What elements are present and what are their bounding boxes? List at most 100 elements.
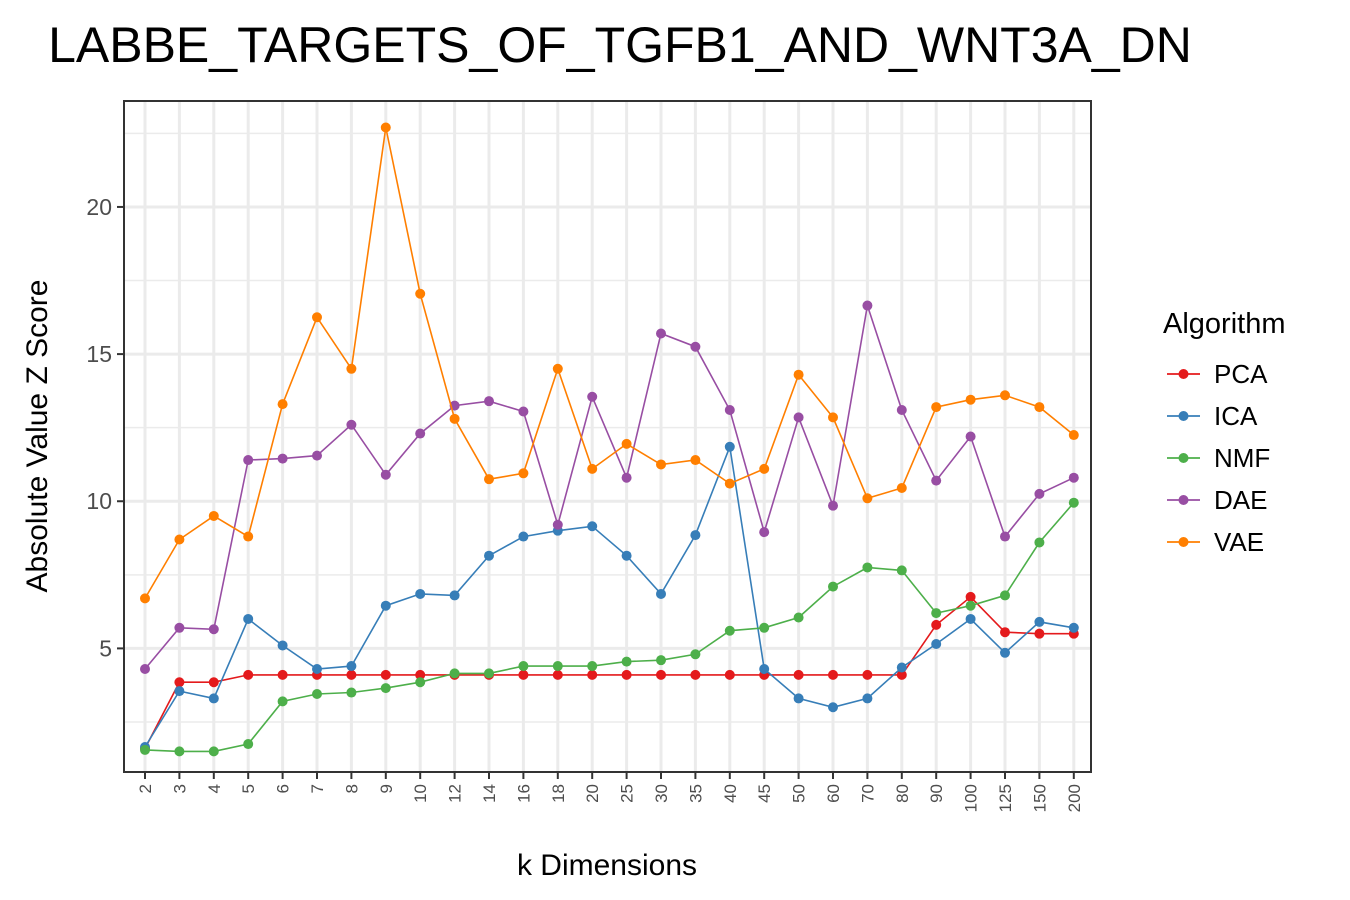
nmf-point [277,696,288,707]
legend-label: PCA [1214,359,1268,389]
ica-point [346,661,357,672]
vae-point [484,474,494,485]
x-tick-label: 2 [136,784,155,793]
y-tick-label: 10 [86,488,112,514]
ica-line [144,443,1074,748]
y-tick-label: 20 [86,194,112,220]
grid [124,101,1091,772]
pca-point [793,669,804,680]
nmf-point [931,608,942,619]
x-tick-label: 70 [858,784,877,803]
x-tick-label: 125 [996,784,1015,812]
vae-point [415,288,426,299]
vae-point [965,394,976,405]
nmf-point [793,612,804,623]
y-tick-label: 5 [99,635,112,661]
ica-point [759,663,770,674]
nmf-point [724,625,735,636]
pca-point [931,619,942,630]
x-axis: 2 3 4 5 6 7 8 9 10 12 14 16 18 20 25 30 35 40 45 50 60 70 80 90… [136,772,1084,812]
vae-point [896,483,907,494]
ica-point [484,550,494,561]
x-tick-label: 6 [274,784,293,793]
pca-point [552,669,563,680]
nmf-point [449,668,460,679]
ica-point [277,640,288,651]
x-tick-label: 14 [480,784,499,803]
nmf-point [862,562,873,573]
series-ica [140,441,1079,752]
vae-point [449,413,460,424]
x-tick-label: 5 [239,784,258,793]
x-axis-title: k Dimensions [517,849,697,882]
pca-point [862,669,873,680]
pca-point [415,669,426,680]
ica-point [690,530,701,541]
dae-point [277,453,288,464]
dae-point [828,500,838,511]
vae-point [1068,430,1079,441]
nmf-point [828,581,838,592]
x-tick-label: 20 [583,784,602,803]
x-tick-label: 90 [927,784,946,803]
nmf-point [587,661,598,672]
nmf-point [759,622,770,633]
y-tick-label: 15 [86,341,112,367]
pca-point [724,669,735,680]
x-tick-label: 9 [377,784,396,793]
vae-point [346,363,357,374]
vae-point [793,369,804,380]
dae-point [140,663,150,674]
vae-point [518,468,529,479]
x-tick-label: 60 [824,784,843,803]
legend-label: NMF [1214,443,1270,473]
dae-point [1034,488,1045,499]
x-tick-label: 30 [652,784,671,803]
ica-point [518,531,529,542]
ica-point [724,441,735,452]
x-tick-label: 12 [446,784,465,803]
nmf-point [552,661,563,672]
vae-point [656,459,666,470]
ica-point [1000,647,1010,658]
legend-key-point [1178,453,1189,463]
dae-point [1068,472,1079,483]
vae-point [174,534,185,545]
pca-point [243,669,254,680]
dae-point [380,469,391,480]
nmf-point [174,746,185,757]
pca-point [1000,627,1010,638]
vae-point [380,122,391,133]
dae-point [656,328,666,339]
series-vae [140,122,1079,604]
legend-item-ica: ICA [1167,401,1258,431]
legend-key-point [1178,495,1189,505]
nmf-point [896,565,907,576]
ica-point [896,662,907,673]
legend-item-nmf: NMF [1167,443,1270,473]
pca-point [587,669,598,680]
dae-point [724,405,735,416]
ica-point [1034,616,1045,627]
x-tick-label: 18 [549,784,568,803]
series-nmf [140,497,1079,757]
legend-item-pca: PCA [1167,359,1268,389]
ica-point [621,550,632,561]
x-tick-label: 80 [893,784,912,803]
ica-point [380,600,391,611]
x-tick-label: 16 [514,784,533,803]
legend-item-vae: VAE [1167,527,1264,557]
dae-point [174,622,185,633]
ica-point [656,588,666,599]
nmf-point [415,677,426,688]
ica-point [174,686,185,697]
dae-point [759,527,770,538]
ica-point [587,521,598,532]
pca-point [965,591,976,602]
legend: Algorithm PCA ICA NMF DAE VAE [1163,308,1286,557]
plot-border [123,100,1092,773]
pca-point [621,669,632,680]
dae-point [896,405,907,416]
nmf-point [1000,590,1010,601]
dae-point [621,472,632,483]
